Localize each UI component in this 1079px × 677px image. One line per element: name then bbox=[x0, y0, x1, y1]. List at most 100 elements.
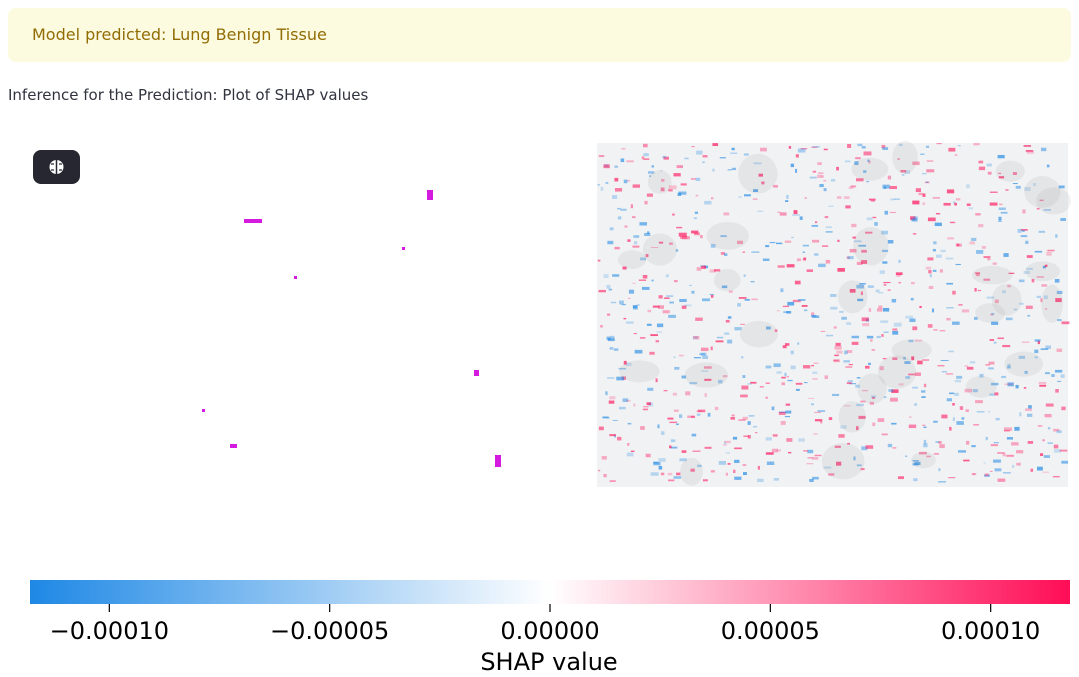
shap-speck bbox=[892, 331, 898, 335]
shap-speck bbox=[824, 149, 828, 151]
shap-speck bbox=[627, 443, 629, 446]
icon-button[interactable] bbox=[33, 150, 80, 184]
shap-speck bbox=[969, 207, 973, 209]
shap-speck bbox=[963, 460, 969, 462]
shap-speck bbox=[1002, 345, 1010, 347]
shap-speck bbox=[743, 472, 747, 475]
shap-speck bbox=[867, 336, 873, 339]
cell-shadow bbox=[738, 154, 777, 194]
shap-speck bbox=[922, 173, 926, 174]
shap-speck bbox=[978, 224, 983, 227]
shap-speck bbox=[640, 337, 646, 338]
cell-shadow bbox=[619, 360, 660, 382]
shap-speck bbox=[608, 338, 615, 341]
shap-speck bbox=[696, 195, 699, 197]
shap-speck bbox=[781, 377, 785, 379]
shap-speck bbox=[892, 357, 897, 360]
shap-speck bbox=[640, 257, 646, 260]
shap-speck bbox=[941, 250, 946, 252]
shap-speck bbox=[812, 225, 819, 227]
shap-speck bbox=[679, 355, 684, 357]
shap-speck bbox=[1019, 280, 1025, 283]
shap-speck bbox=[772, 407, 775, 411]
shap-speck bbox=[958, 145, 961, 146]
shap-speck bbox=[939, 444, 944, 448]
shap-speck bbox=[991, 444, 998, 446]
shap-speck bbox=[700, 265, 706, 267]
shap-speck bbox=[808, 398, 814, 399]
shap-speck bbox=[680, 236, 687, 239]
shap-speck bbox=[948, 351, 954, 353]
shap-speck bbox=[873, 217, 877, 218]
shap-speck bbox=[812, 315, 819, 318]
shap-speck bbox=[954, 393, 959, 396]
shap-speck bbox=[926, 146, 929, 148]
shap-speck bbox=[701, 353, 707, 356]
shap-speck bbox=[1019, 303, 1023, 305]
shap-speck bbox=[826, 335, 833, 336]
shap-speck bbox=[640, 426, 645, 430]
shap-speck bbox=[757, 479, 764, 482]
shap-speck bbox=[615, 188, 622, 192]
shap-speck bbox=[1007, 382, 1013, 386]
shap-speck bbox=[633, 235, 639, 238]
shap-speck bbox=[643, 144, 648, 148]
shap-speck bbox=[1051, 374, 1054, 377]
shap-speck bbox=[629, 290, 634, 294]
shap-speck bbox=[744, 153, 749, 155]
shap-speck bbox=[624, 361, 627, 365]
shap-speck bbox=[847, 382, 852, 384]
shap-speck bbox=[1047, 250, 1054, 252]
shap-speck bbox=[953, 201, 955, 203]
shap-speck bbox=[966, 441, 969, 445]
shap-speck bbox=[890, 212, 896, 213]
shap-speck bbox=[747, 383, 751, 384]
shap-speck bbox=[990, 203, 998, 206]
shap-speck bbox=[780, 288, 783, 292]
shap-speck bbox=[898, 260, 900, 263]
shap-speck bbox=[1039, 231, 1045, 233]
shap-speck bbox=[979, 167, 985, 171]
shap-speck bbox=[1060, 218, 1066, 221]
shap-speck bbox=[849, 186, 854, 189]
shap-speck bbox=[888, 290, 891, 291]
shap-speck bbox=[823, 180, 826, 181]
shap-speck bbox=[650, 334, 658, 336]
shap-speck bbox=[1040, 453, 1043, 456]
shap-speck bbox=[604, 274, 609, 278]
shap-speck bbox=[778, 265, 785, 267]
shap-speck bbox=[995, 468, 1002, 471]
shap-speck bbox=[857, 464, 862, 466]
shap-speck bbox=[689, 285, 692, 286]
shap-speck bbox=[737, 241, 743, 244]
shap-speck bbox=[978, 290, 981, 291]
shap-speck bbox=[845, 366, 852, 368]
shap-speck bbox=[718, 380, 722, 383]
x-tick-label: 0.00010 bbox=[941, 617, 1040, 645]
shap-speck bbox=[869, 199, 876, 201]
shap-speck bbox=[979, 374, 983, 378]
shap-speck bbox=[856, 404, 864, 406]
shap-speck bbox=[661, 473, 664, 475]
shap-speck bbox=[935, 441, 939, 443]
shap-speck bbox=[633, 305, 637, 308]
shap-speck bbox=[933, 421, 938, 423]
shap-speck bbox=[1018, 229, 1022, 233]
shap-speck bbox=[1022, 230, 1025, 231]
page: Model predicted: Lung Benign Tissue Infe… bbox=[0, 0, 1079, 677]
shap-speck bbox=[818, 410, 826, 411]
shap-speck bbox=[905, 456, 907, 457]
shap-speck bbox=[795, 169, 797, 173]
shap-speck bbox=[1033, 183, 1036, 186]
shap-speck bbox=[967, 204, 971, 206]
cell-shadow bbox=[966, 376, 997, 398]
x-tick-label: 0.00000 bbox=[500, 617, 599, 645]
shap-speck bbox=[643, 406, 648, 407]
shap-speck bbox=[602, 456, 607, 460]
shap-speck bbox=[966, 409, 969, 412]
shap-speck bbox=[852, 336, 860, 338]
shap-speck bbox=[663, 157, 668, 160]
shap-speck bbox=[847, 350, 852, 353]
shap-speck bbox=[796, 389, 800, 391]
shap-image bbox=[597, 141, 1071, 487]
